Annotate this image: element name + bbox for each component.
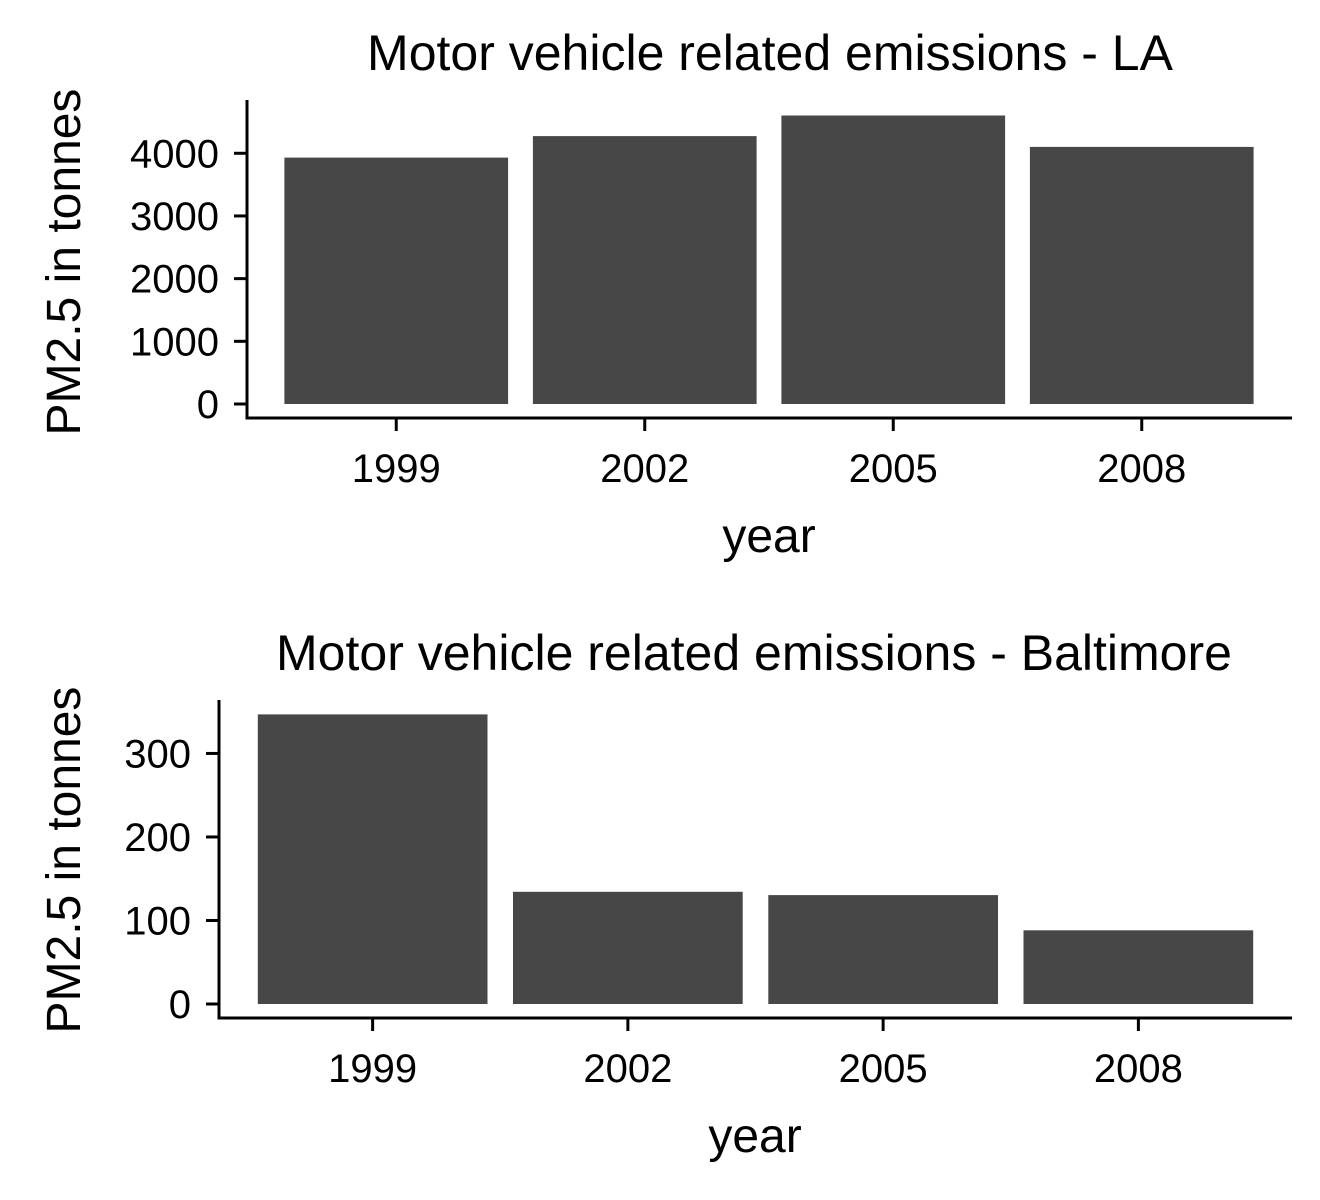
la-bar-2005 (781, 115, 1006, 404)
la-y-tick-label-0: 0 (197, 383, 219, 427)
baltimore-y-tick-label-0: 0 (169, 983, 191, 1027)
baltimore-y-ticks: 0 100 200 300 (124, 732, 219, 1027)
baltimore-x-ticks: 1999 2002 2005 2008 (328, 1018, 1183, 1091)
la-bar-2002 (532, 136, 757, 404)
baltimore-y-tick-label-200: 200 (124, 816, 191, 860)
baltimore-y-tick-label-100: 100 (124, 899, 191, 943)
la-bars (284, 115, 1254, 404)
la-y-tick-label-1000: 1000 (130, 320, 219, 364)
la-chart-panel: Motor vehicle related emissions - LA PM2… (38, 25, 1292, 563)
baltimore-bar-1999 (257, 714, 488, 1004)
la-y-axis-title: PM2.5 in tonnes (38, 89, 91, 436)
baltimore-bar-2008 (1023, 930, 1254, 1004)
la-y-tick-label-3000: 3000 (130, 195, 219, 239)
la-x-tick-label-2008: 2008 (1097, 447, 1186, 491)
baltimore-chart-panel: Motor vehicle related emissions - Baltim… (38, 625, 1292, 1163)
la-y-ticks: 0 1000 2000 3000 4000 (130, 132, 247, 427)
baltimore-bar-2005 (768, 895, 998, 1004)
baltimore-x-tick-label-1999: 1999 (328, 1047, 417, 1091)
baltimore-chart-title: Motor vehicle related emissions - Baltim… (276, 625, 1232, 681)
baltimore-bars (257, 714, 1254, 1004)
baltimore-bar-2002 (513, 891, 743, 1004)
la-x-ticks: 1999 2002 2005 2008 (352, 418, 1186, 491)
baltimore-y-tick-label-300: 300 (124, 732, 191, 776)
la-axes (245, 100, 1292, 420)
baltimore-x-tick-label-2008: 2008 (1094, 1047, 1183, 1091)
la-x-tick-label-1999: 1999 (352, 447, 441, 491)
la-chart-title: Motor vehicle related emissions - LA (367, 25, 1174, 81)
baltimore-x-tick-label-2002: 2002 (583, 1047, 672, 1091)
baltimore-x-axis-title: year (708, 1110, 801, 1163)
baltimore-x-tick-label-2005: 2005 (839, 1047, 928, 1091)
la-x-tick-label-2005: 2005 (849, 447, 938, 491)
la-y-tick-label-4000: 4000 (130, 132, 219, 176)
la-x-axis-title: year (722, 510, 815, 563)
baltimore-axes (217, 700, 1292, 1020)
la-bar-1999 (284, 157, 509, 404)
la-y-tick-label-2000: 2000 (130, 258, 219, 302)
la-bar-2008 (1029, 146, 1254, 404)
baltimore-y-axis-title: PM2.5 in tonnes (38, 687, 91, 1034)
la-x-tick-label-2002: 2002 (600, 447, 689, 491)
